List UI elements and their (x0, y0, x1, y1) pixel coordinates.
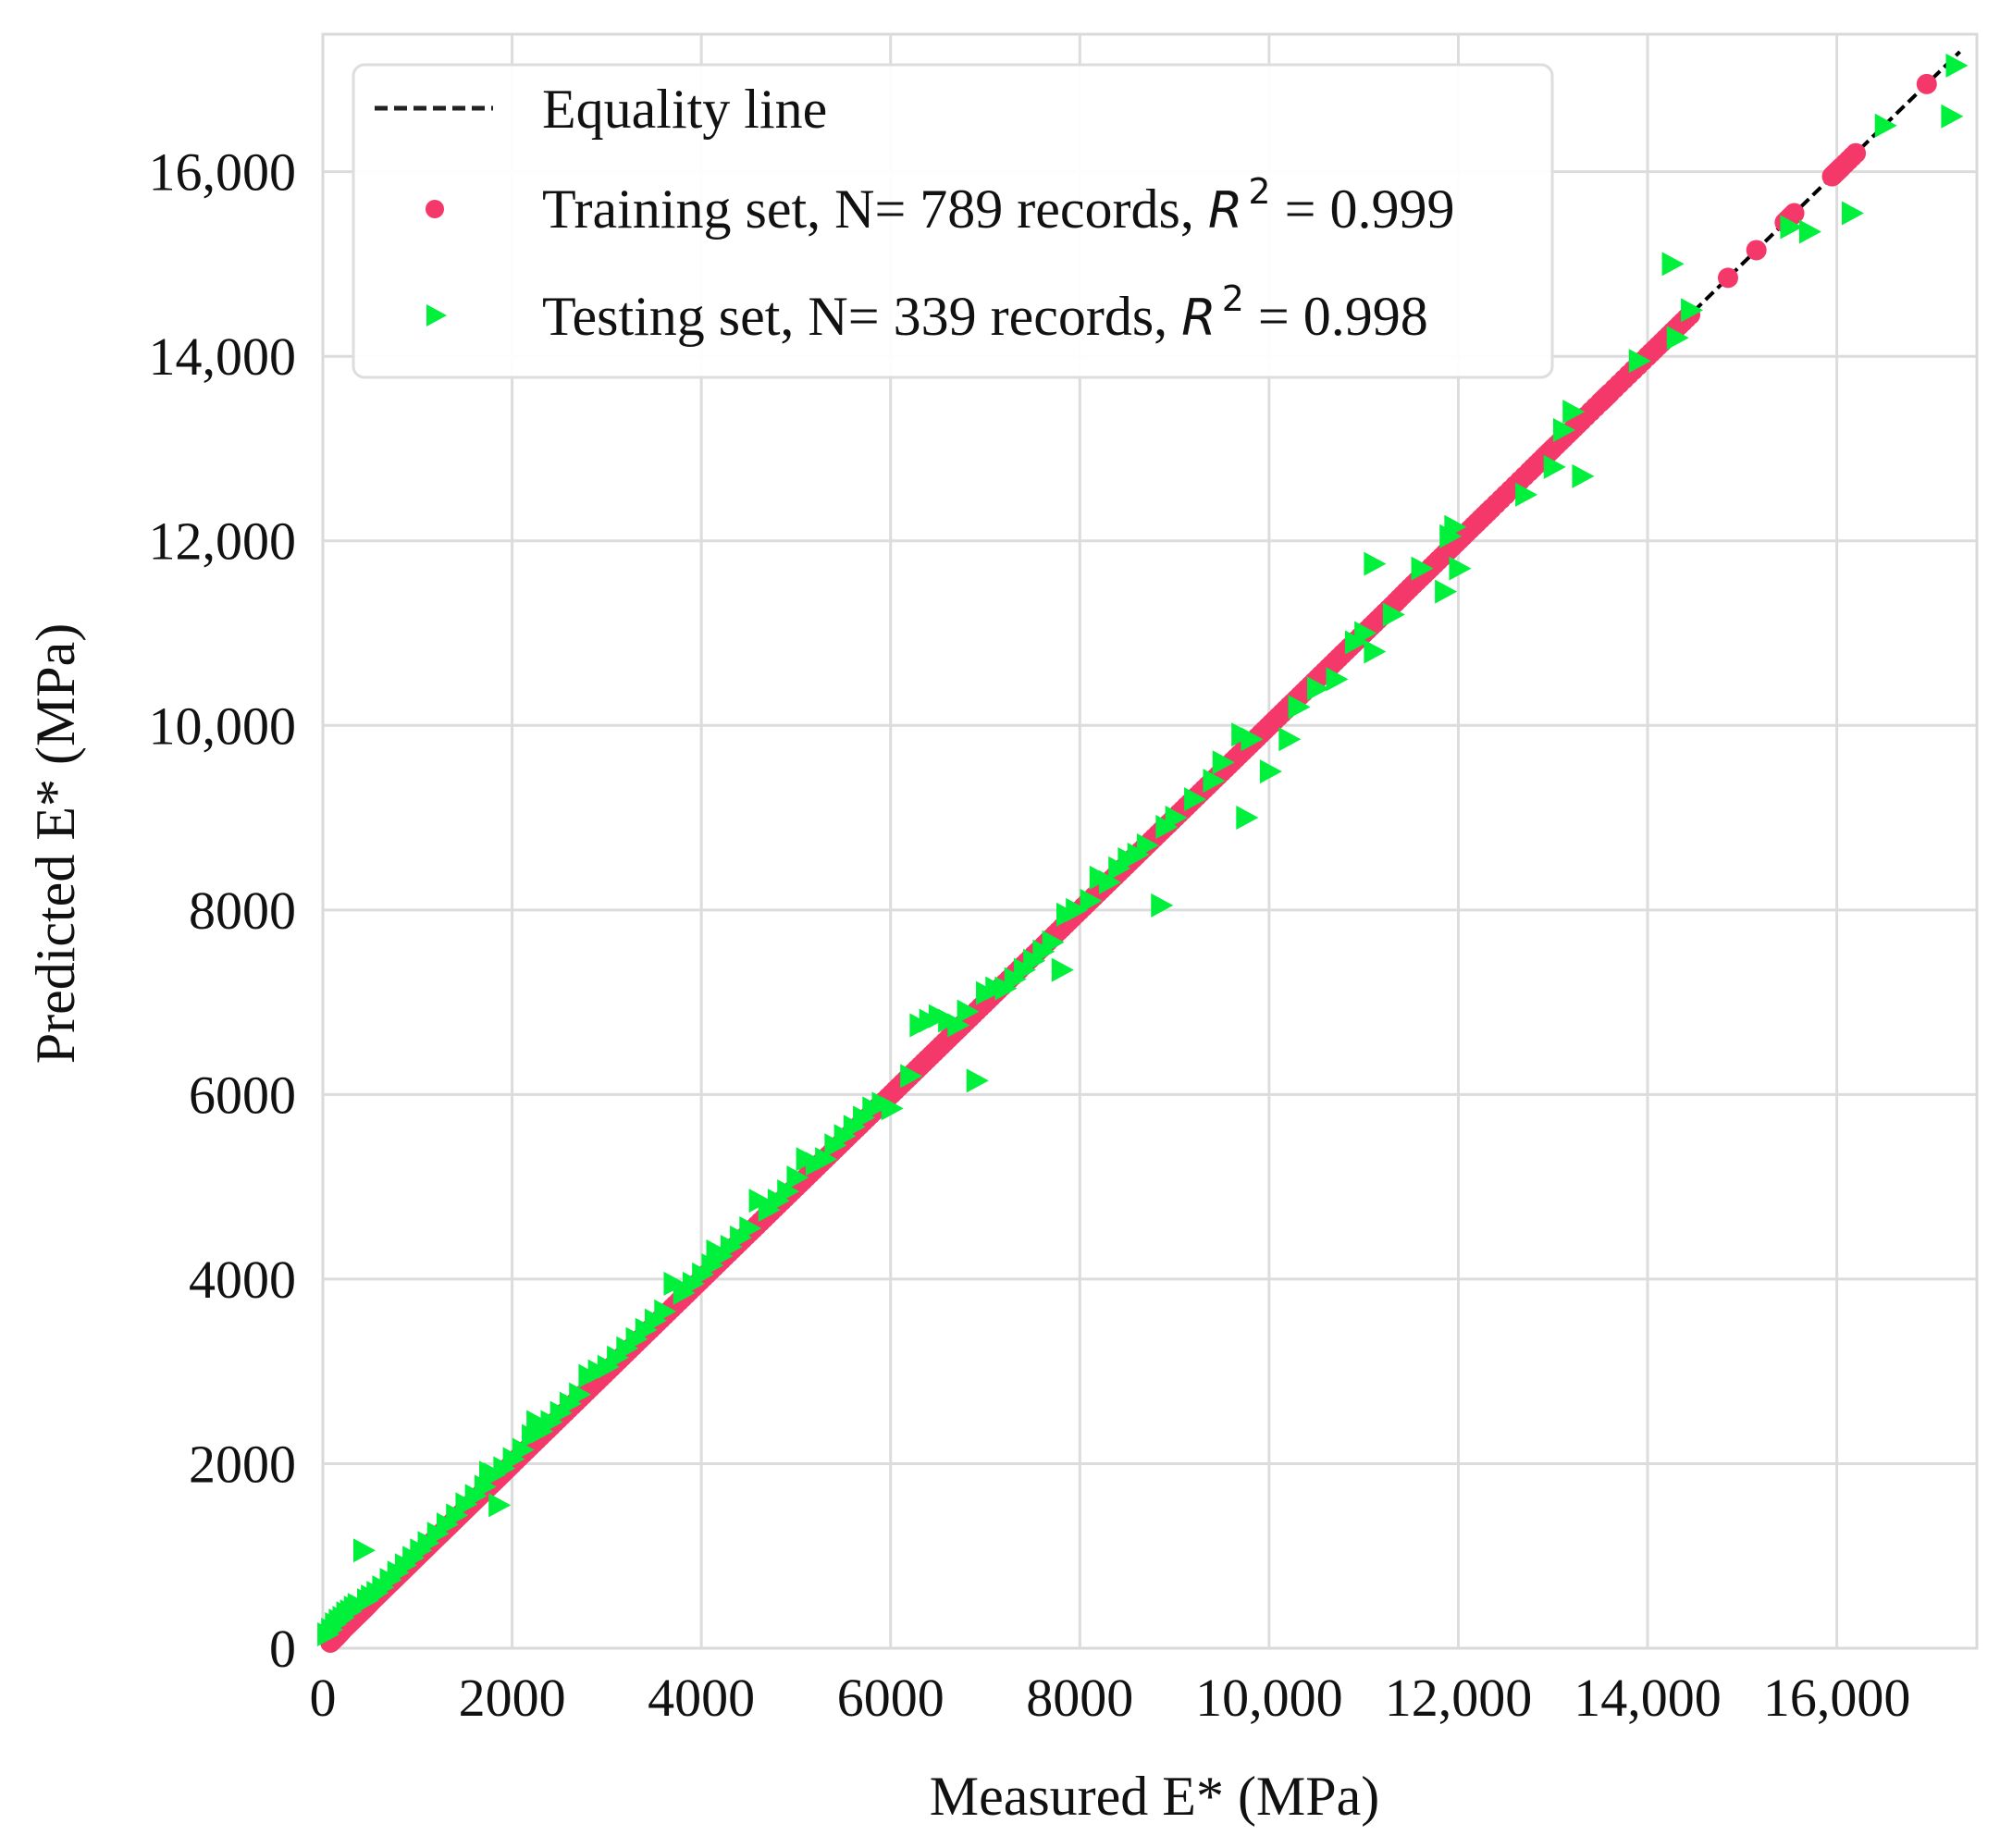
legend-training-suffix: = 0.999 (1271, 179, 1455, 240)
testing-point (1241, 727, 1264, 752)
x-axis-ticks: 0 2000 4000 6000 8000 10,000 12,000 14,000 16,00… (310, 1668, 1911, 1728)
legend-training-prefix: Training set, N= 789 records, (542, 179, 1208, 240)
testing-point (1449, 556, 1472, 581)
testing-point (1552, 418, 1575, 443)
testing-point (900, 1064, 923, 1089)
testing-point (1411, 556, 1434, 581)
legend-testing-suffix: = 0.998 (1244, 286, 1428, 347)
testing-point (1165, 806, 1188, 831)
testing-point (1203, 769, 1226, 794)
testing-point (1136, 832, 1159, 857)
y-axis-label: Predicted E* (MPa) (25, 623, 86, 1065)
testing-point (1236, 806, 1259, 831)
testing-point (1364, 551, 1387, 576)
x-tick-label: 6000 (837, 1668, 944, 1728)
testing-point (1066, 897, 1089, 922)
x-tick-label: 14,000 (1574, 1668, 1722, 1728)
x-axis-label: Measured E* (MPa) (930, 1766, 1380, 1827)
testing-points (317, 53, 1969, 1647)
y-tick-label: 0 (269, 1619, 296, 1679)
training-point (1916, 73, 1937, 94)
training-point (1842, 146, 1863, 167)
testing-point (1326, 667, 1349, 692)
testing-point (786, 1165, 809, 1190)
testing-point (1543, 454, 1566, 479)
testing-point (352, 1538, 376, 1563)
testing-point (1666, 326, 1689, 351)
testing-point (1307, 676, 1330, 701)
testing-point (1212, 750, 1235, 775)
testing-point (1259, 759, 1282, 784)
legend-training-r: R (1208, 181, 1243, 240)
testing-point (1042, 930, 1065, 955)
testing-point (1444, 514, 1467, 539)
x-tick-label: 10,000 (1195, 1668, 1343, 1728)
legend-testing-prefix: Testing set, N= 339 records, (542, 286, 1181, 347)
x-tick-label: 0 (310, 1668, 337, 1728)
testing-point (1661, 252, 1685, 277)
y-tick-label: 14,000 (149, 326, 297, 387)
testing-point (1435, 579, 1458, 604)
testing-point (1382, 602, 1405, 627)
testing-point (1780, 215, 1803, 240)
testing-point (488, 1493, 512, 1518)
testing-point (654, 1299, 677, 1324)
testing-point (512, 1437, 535, 1462)
testing-point (777, 1179, 800, 1204)
x-tick-label: 16,000 (1763, 1668, 1911, 1728)
testing-point (739, 1216, 762, 1241)
y-tick-label: 4000 (189, 1250, 296, 1310)
testing-point (1288, 695, 1311, 720)
legend: Equality line Training set, N= 789 recor… (352, 63, 1554, 379)
y-tick-label: 10,000 (149, 696, 297, 756)
testing-point (1051, 957, 1074, 982)
testing-point (966, 1068, 989, 1093)
x-tick-label: 4000 (648, 1668, 755, 1728)
y-tick-label: 12,000 (149, 511, 297, 572)
legend-testing-r: R (1181, 289, 1216, 347)
testing-point (1364, 639, 1387, 664)
testing-point (1572, 463, 1595, 488)
legend-circle-icon (426, 200, 444, 218)
x-tick-label: 2000 (459, 1668, 566, 1728)
legend-training-sup: 2 (1248, 171, 1270, 212)
testing-point (957, 999, 980, 1024)
testing-point (1841, 201, 1864, 226)
legend-box (352, 63, 1554, 379)
legend-testing-sup: 2 (1222, 278, 1244, 319)
y-axis-ticks: 0 2000 4000 6000 8000 10,000 12,000 14,000 16,00… (149, 142, 297, 1679)
testing-point (881, 1096, 904, 1121)
testing-point (569, 1382, 592, 1407)
y-tick-label: 8000 (189, 881, 296, 941)
testing-point (947, 1013, 970, 1038)
testing-point (1184, 787, 1207, 812)
testing-point (1681, 298, 1704, 323)
y-tick-label: 16,000 (149, 142, 297, 203)
y-tick-label: 6000 (189, 1065, 296, 1125)
x-tick-label: 12,000 (1385, 1668, 1533, 1728)
testing-point (1798, 219, 1821, 244)
testing-point (1080, 888, 1103, 913)
testing-point (1151, 893, 1174, 918)
testing-point (1354, 621, 1377, 646)
training-point (1717, 267, 1738, 289)
x-tick-label: 8000 (1026, 1668, 1133, 1728)
testing-point (1941, 104, 1964, 129)
y-tick-label: 2000 (189, 1434, 296, 1494)
training-point (1746, 240, 1767, 261)
testing-point (1278, 727, 1302, 752)
testing-point (1945, 53, 1969, 78)
testing-point (1515, 482, 1538, 507)
testing-point (1874, 113, 1897, 138)
legend-label-equality: Equality line (542, 79, 827, 140)
testing-point (1562, 400, 1586, 425)
legend-triangle-icon (426, 304, 447, 326)
testing-point (1628, 349, 1651, 374)
testing-point (1098, 869, 1121, 894)
testing-point (815, 1147, 838, 1172)
